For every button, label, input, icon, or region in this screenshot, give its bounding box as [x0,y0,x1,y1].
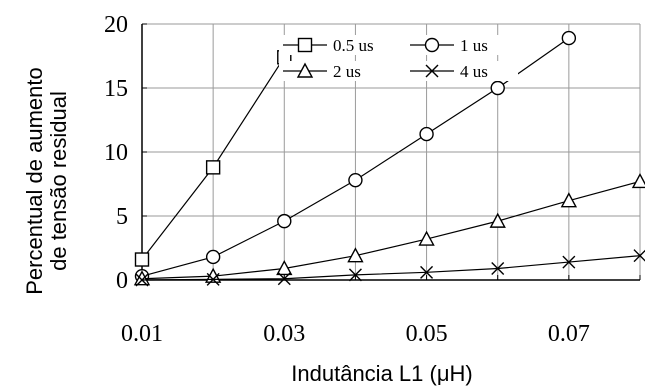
marker-x-stroke [491,261,505,275]
legend-item-bg [406,61,518,81]
legend-item: 0.5 us [279,35,391,55]
series-triangle [133,172,645,286]
y-tick-label: 20 [104,12,128,38]
data-point-square [134,252,150,267]
x-tick-label: 0.03 [263,321,305,347]
data-point-triangle [276,260,293,276]
data-point-circle [561,30,577,46]
data-point-circle [419,126,434,142]
data-point-x [420,265,434,279]
legend: 0.5 us 1 us 2 us 4 us [279,35,518,81]
data-point-circle [490,80,505,96]
legend-marker-circle [424,37,440,53]
legend-marker-square [297,37,313,53]
data-point-x [206,272,220,286]
x-tick-label: 0.01 [121,321,163,347]
y-tick-label: 5 [116,204,128,230]
series-line [141,180,641,280]
marker-x-stroke [135,273,149,287]
marker-x-stroke [425,64,439,78]
legend-item: 4 us [406,61,518,81]
legend-marker-x [425,64,439,78]
marker-x-stroke [633,249,645,263]
data-point-circle [348,172,363,188]
legend-label: 2 us [333,62,361,81]
tick-labels: 0 5 10 15 20 0.01 0.03 0.05 0.07 [104,12,590,347]
data-point-x [633,249,645,263]
legend-item: 2 us [279,61,391,81]
data-point-triangle [560,192,578,208]
series-circle [134,30,577,284]
x-axis-title: Indutância L1 (μH) [291,361,472,386]
data-point-triangle [347,247,364,263]
data-point-x [277,272,291,286]
series-layer [133,30,645,287]
data-point-x [348,268,362,282]
marker-x-stroke [562,255,576,269]
data-point-circle [277,213,292,229]
data-point-x [135,273,149,287]
series-line [141,255,641,281]
data-point-x [491,261,505,275]
marker-x-stroke [348,268,362,282]
legend-label: 4 us [460,62,488,81]
marker-x-stroke [206,272,220,286]
x-tick-label: 0.05 [406,321,448,347]
y-tick-label: 10 [104,140,128,166]
data-point-triangle [133,270,151,286]
x-tick-label: 0.07 [548,321,590,347]
marker-x-stroke [277,272,291,286]
legend-label: 1 us [460,36,488,55]
legend-item: 1 us [406,35,518,55]
y-tick-label: 15 [104,76,128,102]
legend-label: 0.5 us [333,36,374,55]
data-point-x [562,255,576,269]
y-axis-title-line-2: de tensão residual [46,91,71,271]
data-point-circle [205,249,221,265]
data-point-triangle [631,172,645,189]
y-axis-title: Percentual de aumento de tensão residual [22,67,71,295]
data-point-triangle [418,230,435,246]
data-point-square [205,160,221,175]
marker-x-stroke [420,265,434,279]
y-axis-title-line-1: Percentual de aumento [22,67,47,295]
series-x [135,249,645,287]
data-point-triangle [489,212,506,228]
y-tick-label: 0 [116,268,128,294]
legend-marker-triangle [296,62,314,78]
